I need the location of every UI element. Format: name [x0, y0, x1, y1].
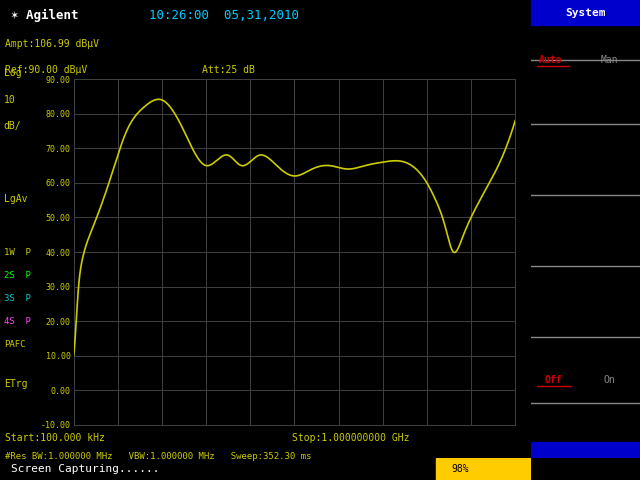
Text: More►: More►	[571, 419, 600, 429]
Text: Screen Capturing......: Screen Capturing......	[11, 464, 159, 474]
Text: LgAv: LgAv	[4, 194, 27, 204]
Text: Log: Log	[4, 68, 21, 78]
Text: Screen Save: Screen Save	[554, 226, 618, 236]
Text: ✶ Agilent: ✶ Agilent	[11, 9, 78, 22]
Text: 1 of 3: 1 of 3	[570, 432, 602, 441]
Text: #Res BW:1.000000 MHz   VBW:1.000000 MHz   Sweep:352.30 ms: #Res BW:1.000000 MHz VBW:1.000000 MHz Sw…	[5, 452, 312, 461]
Text: 10: 10	[4, 95, 15, 105]
Text: Key Beep: Key Beep	[562, 360, 609, 370]
Text: 5: 5	[621, 43, 627, 53]
Text: Att:25 dB: Att:25 dB	[202, 65, 255, 75]
Text: KeyBackLight►: KeyBackLight►	[550, 297, 621, 306]
Text: File►: File►	[571, 87, 600, 96]
Text: On: On	[604, 374, 616, 384]
Text: 2S  P: 2S P	[4, 271, 31, 280]
Text: Auto: Auto	[539, 55, 563, 65]
Text: Start:100.000 kHz: Start:100.000 kHz	[5, 433, 105, 443]
Text: Setting►: Setting►	[562, 149, 609, 158]
Text: Ampt:106.99 dBμV: Ampt:106.99 dBμV	[5, 39, 99, 49]
Bar	[531, 443, 640, 458]
Text: 1W  P: 1W P	[4, 248, 31, 257]
Text: 98%: 98%	[451, 464, 469, 474]
Text: Stop:1.000000000 GHz: Stop:1.000000000 GHz	[292, 433, 410, 443]
Text: 3S  P: 3S P	[4, 294, 31, 303]
Text: Language->: Language->	[559, 161, 612, 170]
Text: 10:26:00  05,31,2010: 10:26:00 05,31,2010	[148, 9, 299, 22]
Text: System: System	[565, 8, 606, 18]
Text: Brightness: Brightness	[556, 32, 615, 42]
Text: ETrg: ETrg	[4, 379, 27, 389]
Text: dB/: dB/	[4, 121, 21, 132]
Text: 4S  P: 4S P	[4, 317, 31, 326]
Text: Man: Man	[601, 55, 618, 65]
Text: Ref:90.00 dBμV: Ref:90.00 dBμV	[5, 65, 88, 75]
Text: PAFC: PAFC	[4, 340, 25, 349]
Bar	[531, 0, 640, 25]
Text: Off: Off	[544, 374, 562, 384]
Bar	[436, 458, 531, 480]
